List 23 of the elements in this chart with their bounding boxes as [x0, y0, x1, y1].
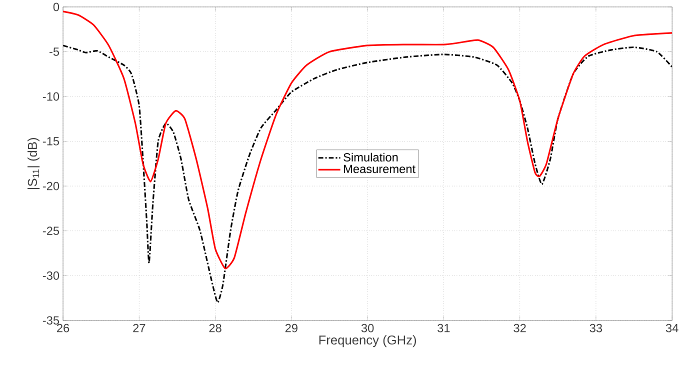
line-series [63, 44, 672, 304]
x-tick-label: 31 [438, 324, 450, 332]
x-tick-label: 28 [209, 324, 222, 332]
y-axis-title: |S$_{11}$| (dB) [28, 138, 40, 189]
x-tick-label: 33 [590, 324, 602, 332]
x-tick-label: 34 [666, 324, 678, 332]
x-tick-label: 27 [133, 324, 146, 332]
y-tick-label: -30 [42, 271, 60, 280]
legend-label: Simulation [344, 152, 398, 162]
y-tick-label: -35 [42, 316, 60, 325]
y-tick-label: -10 [42, 92, 60, 101]
x-tick-label: 32 [514, 324, 526, 332]
x-tick-label: 30 [361, 324, 374, 332]
y-tick-label: -25 [42, 226, 60, 236]
legend-label: Measurement [344, 164, 416, 174]
x-tick-label: 26 [57, 324, 70, 332]
y-tick-label: 0 [53, 2, 60, 12]
y-tick-label: -15 [42, 137, 60, 146]
line-series [63, 10, 672, 270]
x-tick-label: 29 [285, 324, 298, 332]
y-tick-label: -20 [42, 182, 60, 190]
x-axis-title: Frequency (GHz) [319, 335, 416, 348]
y-tick-label: -5 [50, 48, 60, 56]
